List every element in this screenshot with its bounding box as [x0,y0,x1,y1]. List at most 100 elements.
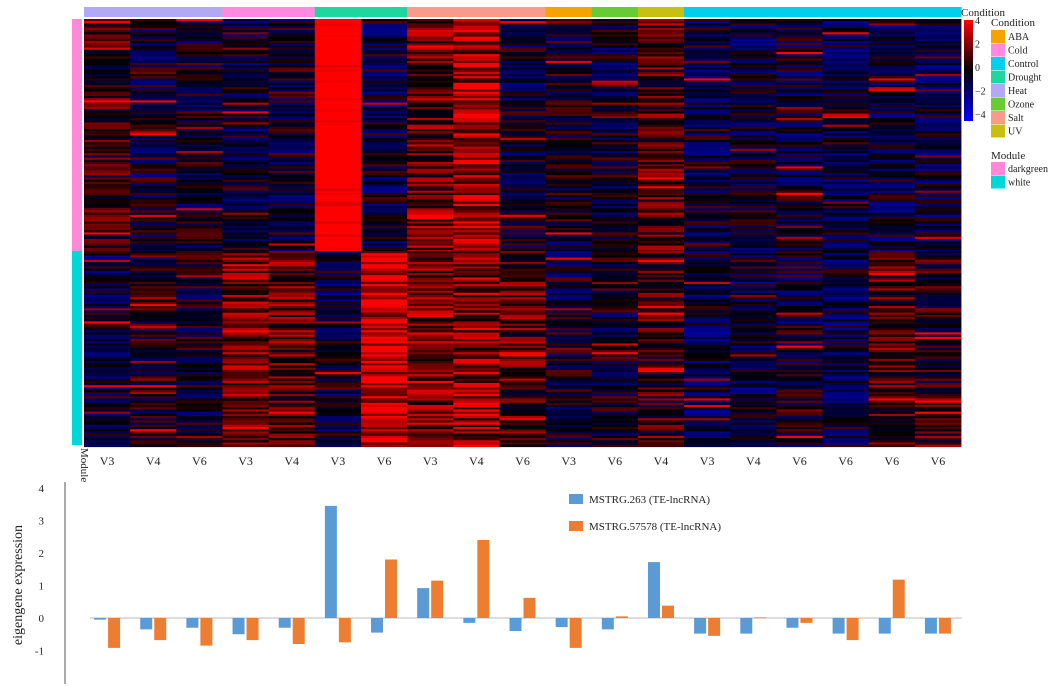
heatmap-cell [868,109,916,112]
heatmap-cell [407,157,454,161]
heatmap-cell [130,365,177,368]
heatmap-cell [868,255,916,258]
heatmap-cell [176,361,223,364]
heatmap-cell [776,264,823,267]
heatmap-cell [360,435,408,439]
heatmap-cell [730,118,777,121]
heatmap-cell [268,288,316,291]
heatmap-cell [222,52,270,55]
heatmap-cell [914,146,962,150]
heatmap-cell [776,372,823,375]
heatmap-cell [591,69,639,73]
heatmap-cell [684,343,731,346]
heatmap-cell [222,168,270,172]
heatmap-cell [314,383,362,386]
heatmap-cell [360,197,408,200]
heatmap-cell [822,104,870,108]
heatmap-cell [591,328,639,331]
heatmap-cell [822,82,870,86]
heatmap-cell [176,440,223,443]
heatmap-cell [591,341,639,344]
heatmap-cell [914,197,962,200]
heatmap-cell [84,259,131,263]
heatmap-cell [360,251,408,254]
heatmap-cell [360,341,408,344]
heatmap-cell [730,418,777,421]
heatmap-cell [84,350,131,353]
heatmap-cell [776,166,823,169]
heatmap-cell [360,142,408,145]
heatmap-cell [822,146,870,150]
heatmap-cell [84,120,131,123]
heatmap-cell [914,56,962,59]
heatmap-cell [407,49,454,53]
heatmap-cell [453,273,500,276]
heatmap-cell [684,184,731,187]
heatmap-cell [407,264,454,267]
heatmap-cell [868,369,916,373]
heatmap-cell [591,347,639,351]
heatmap-cell [822,135,870,139]
heatmap-cell [314,369,362,373]
heatmap-cell [222,367,270,371]
heatmap-cell [591,367,639,371]
heatmap-cell [914,21,962,24]
heatmap-cell [591,54,639,57]
heatmap-cell [222,422,270,426]
heatmap-cell [176,186,223,189]
heatmap-cell [314,49,362,53]
heatmap-cell [776,438,823,441]
heatmap-cell [314,93,362,97]
heatmap-cell [84,383,131,386]
heatmap-cell [84,181,131,185]
heatmap-cell [499,321,546,324]
heatmap-cell [591,80,639,84]
heatmap-cell [314,142,362,145]
heatmap-cell [914,350,962,353]
heatmap-cell [314,236,362,240]
heatmap-cell [84,133,131,136]
heatmap-cell [84,284,131,287]
heatmap-cell [222,243,270,246]
heatmap-cell [360,383,408,386]
heatmap-cell [822,133,870,136]
heatmap-cell [637,420,685,423]
heatmap-cell [268,69,316,73]
heatmap-cell [407,306,454,309]
heatmap-cell [499,422,546,426]
heatmap-cell [499,407,546,410]
heatmap-cell [314,405,362,408]
heatmap-cell [314,257,362,261]
heatmap-cell [176,157,223,161]
condition-cell [730,7,777,17]
heatmap-cell [407,223,454,227]
heatmap-cell [407,422,454,426]
heatmap-cell [314,85,362,88]
heatmap-cell [545,336,593,340]
heatmap-cell [130,275,177,278]
heatmap-cell [268,422,316,426]
heatmap-cell [222,275,270,278]
heatmap-cell [130,277,177,280]
heatmap-cell [730,363,777,366]
heatmap-cell [545,251,593,254]
heatmap-cell [360,345,408,349]
bar-series-2 [108,618,121,648]
heatmap-cell [914,369,962,373]
heatmap-cell [637,255,685,258]
heatmap-cell [545,239,593,242]
heatmap-cell [868,440,916,443]
heatmap-cell [776,383,823,386]
heatmap-cell [130,385,177,388]
heatmap-cell [684,308,731,311]
heatmap-cell [822,427,870,430]
heatmap-cell [84,247,131,251]
heatmap-cell [407,336,454,340]
heatmap-cell [684,223,731,227]
heatmap-cell [222,76,270,79]
heatmap-cell [314,442,362,445]
heatmap-cell [130,100,177,103]
heatmap-cell [914,251,962,254]
heatmap-cell [914,148,962,152]
heatmap-cell [499,295,546,298]
